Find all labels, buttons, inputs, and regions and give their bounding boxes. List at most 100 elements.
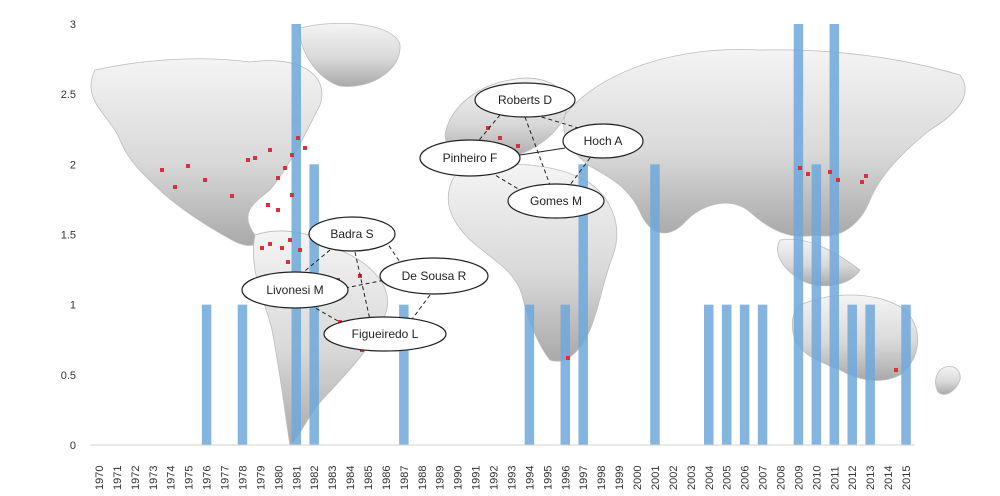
location-marker <box>283 166 287 170</box>
location-marker <box>864 174 868 178</box>
location-marker <box>290 153 294 157</box>
x-tick-label: 1997 <box>578 466 590 490</box>
y-tick-label: 1.5 <box>61 230 76 242</box>
x-tick-label: 2004 <box>704 466 716 490</box>
x-tick-label: 2014 <box>883 466 895 490</box>
bar-2011 <box>829 24 840 445</box>
x-tick-label: 1982 <box>309 466 321 490</box>
author-label: Hoch A <box>584 134 623 148</box>
location-marker <box>303 146 307 150</box>
x-tick-label: 2015 <box>901 466 913 490</box>
x-tick-label: 1998 <box>596 466 608 490</box>
author-node <box>507 183 605 219</box>
link-roberts-hoch <box>534 114 586 131</box>
link-badra-figueiredo <box>354 251 371 321</box>
bar-1978 <box>237 304 248 445</box>
location-marker <box>516 144 520 148</box>
x-tick-label: 1987 <box>399 466 411 490</box>
location-marker <box>806 172 810 176</box>
bar-1997 <box>578 164 588 445</box>
x-tick-label: 2011 <box>829 466 841 490</box>
x-tick-label: 1985 <box>363 466 375 490</box>
link-hoch-gomes <box>569 157 591 186</box>
location-marker <box>290 193 294 197</box>
author-label: Figueiredo L <box>352 327 419 341</box>
y-tick-label: 3 <box>70 19 76 31</box>
new-zealand-shape <box>935 366 961 395</box>
x-tick-label: 1991 <box>471 466 483 490</box>
bar-2009 <box>793 24 804 445</box>
x-tick-label: 2009 <box>793 466 805 490</box>
location-marker <box>498 136 502 140</box>
author-label: De Sousa R <box>402 269 467 283</box>
link-roberts-gomes <box>524 116 551 186</box>
location-marker <box>828 170 832 174</box>
bar-2005 <box>721 304 732 445</box>
author-label: Roberts D <box>498 93 552 107</box>
x-tick-label: 2006 <box>740 466 752 490</box>
location-marker <box>253 156 257 160</box>
author-node <box>241 271 349 309</box>
x-tick-label: 1990 <box>453 466 465 490</box>
x-tick-label: 1983 <box>327 466 339 490</box>
bar-2013 <box>865 304 875 445</box>
location-marker <box>280 246 284 250</box>
link-desousa-figueiredo <box>409 294 431 323</box>
author-label: Badra S <box>330 227 373 241</box>
x-tick-labels: 1970 1971 1972 1973 1974 1975 1976 1977 1978 1979… <box>94 466 913 490</box>
bar-2006 <box>739 304 750 445</box>
x-tick-label: 2003 <box>686 466 698 490</box>
location-marker <box>836 178 840 182</box>
bar-1987 <box>399 304 409 445</box>
author-node <box>323 316 447 352</box>
bar-1976 <box>201 304 212 445</box>
link-pinheiro-gomes <box>489 171 521 191</box>
x-tick-label: 1973 <box>148 466 160 490</box>
x-tick-label: 2002 <box>668 466 680 490</box>
author-network <box>299 114 591 326</box>
location-marker <box>246 158 250 162</box>
location-marker <box>276 176 280 180</box>
x-tick-label: 2008 <box>775 466 787 490</box>
author-nodes: Roberts D Hoch A Pinheiro F Gomes M Badra S D… <box>241 82 644 352</box>
author-node <box>474 82 576 118</box>
y-tick-labels: 0 0.5 1 1.5 2 2.5 3 <box>61 19 76 452</box>
location-marker <box>860 180 864 184</box>
author-node <box>562 123 644 159</box>
location-marker <box>268 242 272 246</box>
x-tick-label: 2000 <box>632 466 644 490</box>
link-badra-desousa <box>384 239 401 263</box>
location-marker <box>230 194 234 198</box>
x-tick-label: 2007 <box>758 466 770 490</box>
location-marker <box>566 356 570 360</box>
location-marker <box>268 148 272 152</box>
location-marker <box>276 208 280 212</box>
x-tick-label: 1978 <box>237 466 249 490</box>
x-tick-label: 1995 <box>542 466 554 490</box>
author-node <box>419 139 521 177</box>
x-tick-label: 2013 <box>865 466 877 490</box>
x-tick-label: 1980 <box>273 466 285 490</box>
x-tick-label: 2001 <box>650 466 662 490</box>
x-tick-label: 1979 <box>255 466 267 490</box>
bar-1981 <box>291 24 301 445</box>
x-tick-label: 1989 <box>435 466 447 490</box>
x-tick-label: 1970 <box>94 466 106 490</box>
location-marker <box>286 260 290 264</box>
x-tick-label: 1986 <box>381 466 393 490</box>
location-marker <box>296 136 300 140</box>
bar-2010 <box>811 164 822 445</box>
y-tick-label: 2 <box>70 159 76 171</box>
location-marker <box>298 248 302 252</box>
author-label: Gomes M <box>530 194 582 208</box>
x-tick-label: 1971 <box>112 466 124 490</box>
link-hoch-pinheiro <box>519 147 566 156</box>
y-tick-label: 2.5 <box>61 89 76 101</box>
bar-2015 <box>901 304 911 445</box>
x-tick-label: 1993 <box>506 466 518 490</box>
bar-2004 <box>704 304 714 445</box>
x-tick-label: 1994 <box>524 466 536 490</box>
location-marker <box>798 166 802 170</box>
